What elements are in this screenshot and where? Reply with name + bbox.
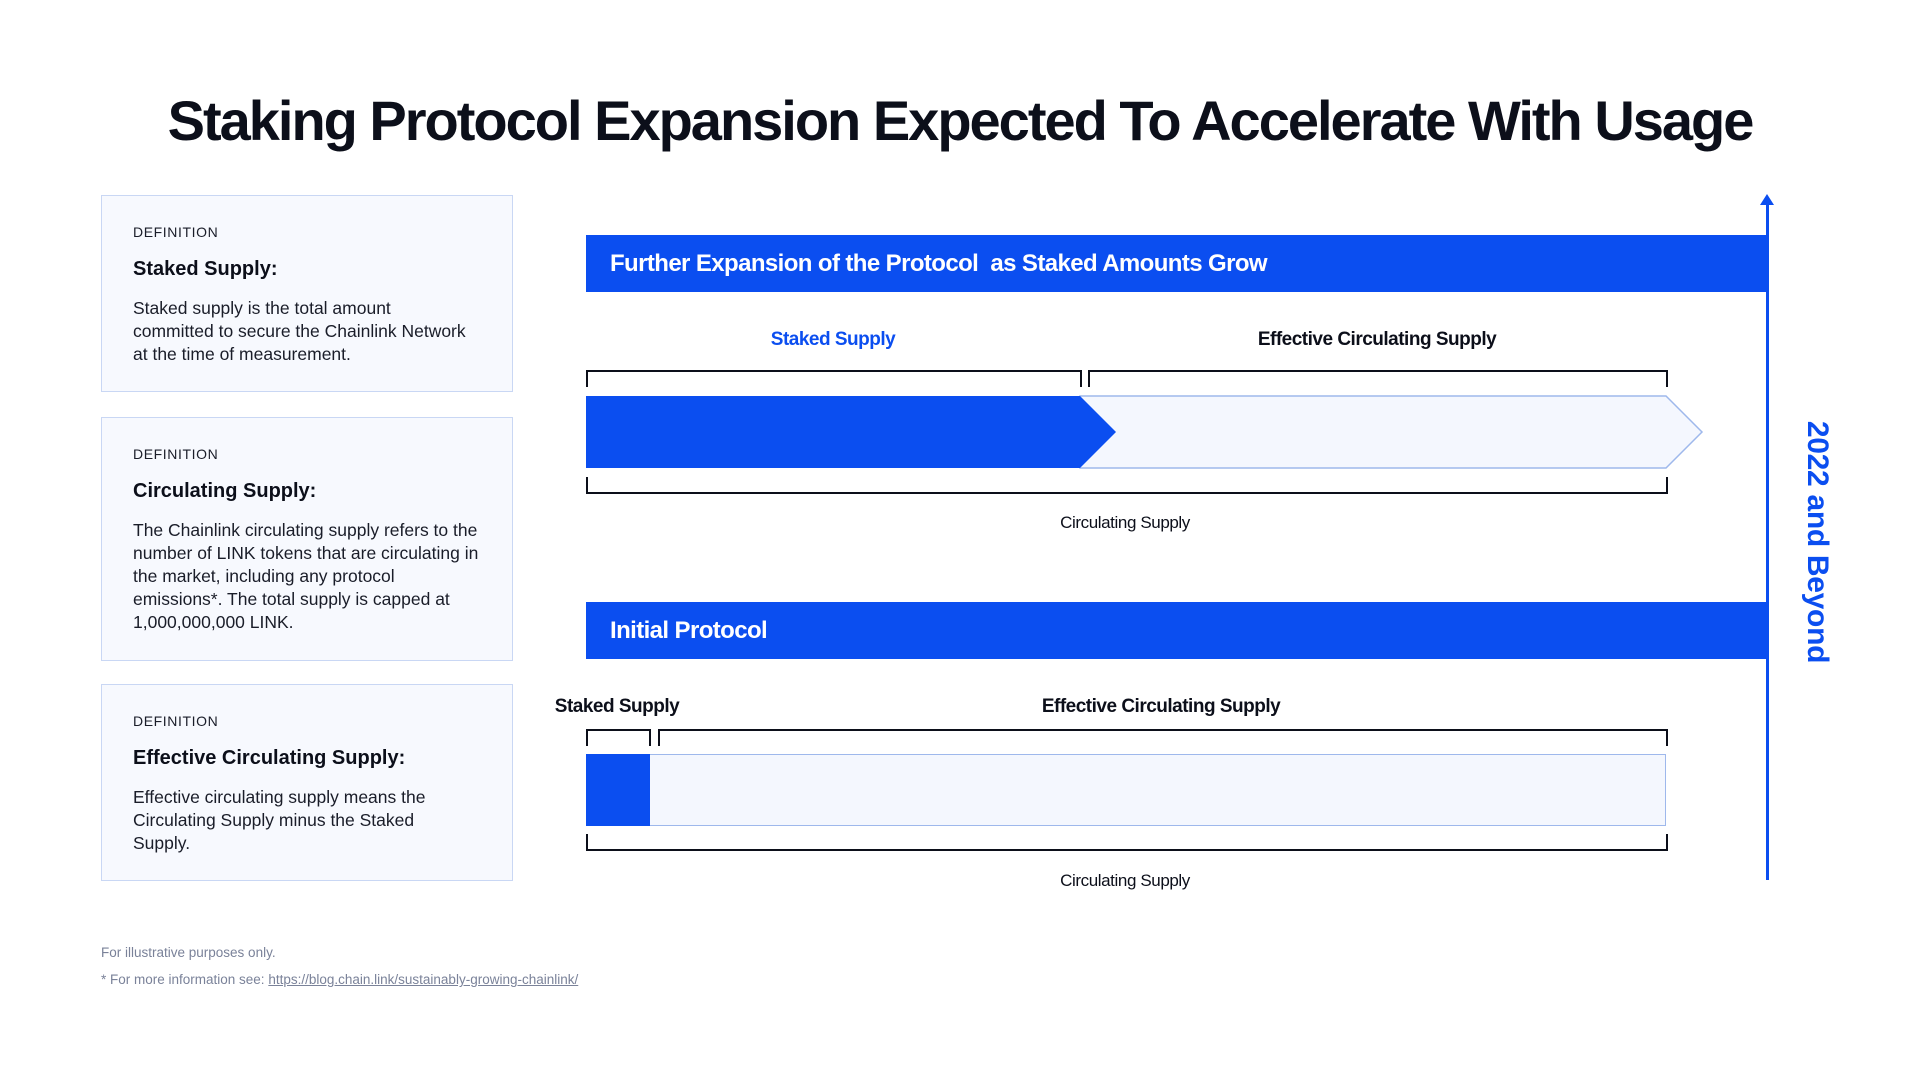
expansion-effective-supply-segment: [1079, 395, 1704, 469]
definition-card-staked-supply: DEFINITION Staked Supply: Staked supply …: [101, 195, 513, 392]
definition-term: Circulating Supply:: [133, 480, 317, 502]
definition-eyebrow: DEFINITION: [133, 224, 219, 240]
initial-banner: Initial Protocol: [586, 602, 1768, 659]
definition-term: Effective Circulating Supply:: [133, 747, 406, 769]
expansion-staked-bracket: [586, 370, 1082, 387]
expansion-circulating-bracket: [586, 477, 1668, 494]
definition-card-effective-circulating-supply: DEFINITION Effective Circulating Supply:…: [101, 684, 513, 881]
expansion-staked-supply-label: Staked Supply: [770, 329, 896, 350]
expansion-effective-bracket: [1088, 370, 1668, 387]
definition-body: Staked supply is the total amount commit…: [133, 298, 466, 364]
expansion-staked-supply-segment: [586, 396, 1116, 468]
blog-link[interactable]: https://blog.chain.link/sustainably-grow…: [268, 972, 579, 987]
definition-body: The Chainlink circulating supply refers …: [133, 520, 479, 632]
initial-effective-supply-segment: [586, 754, 1666, 826]
definition-eyebrow: DEFINITION: [133, 713, 219, 729]
definition-term: Staked Supply:: [133, 258, 278, 280]
more-info-footnote: * For more information see: https://blog…: [101, 972, 578, 987]
initial-effective-circulating-label: Effective Circulating Supply: [1041, 696, 1281, 717]
initial-circulating-bracket: [586, 834, 1668, 851]
page-title: Staking Protocol Expansion Expected To A…: [167, 89, 1755, 152]
timeline-label: 2022 and Beyond: [1801, 420, 1834, 664]
definition-eyebrow: DEFINITION: [133, 446, 219, 462]
expansion-banner: Further Expansion of the Protocol as Sta…: [586, 235, 1768, 292]
initial-staked-supply-segment: [586, 754, 650, 826]
disclaimer-footnote: For illustrative purposes only.: [101, 945, 276, 960]
timeline-axis: [1766, 202, 1769, 880]
initial-staked-bracket: [586, 729, 651, 746]
expansion-circulating-supply-label: Circulating Supply: [1060, 513, 1190, 532]
initial-circulating-supply-label: Circulating Supply: [1060, 871, 1190, 890]
expansion-effective-circulating-label: Effective Circulating Supply: [1257, 329, 1497, 350]
initial-staked-supply-label: Staked Supply: [554, 696, 680, 717]
more-info-prefix: * For more information see:: [101, 972, 269, 987]
timeline-arrowhead-icon: [1760, 194, 1774, 205]
definition-card-circulating-supply: DEFINITION Circulating Supply: The Chain…: [101, 417, 513, 661]
initial-effective-bracket: [658, 729, 1668, 746]
definition-body: Effective circulating supply means the C…: [133, 787, 426, 853]
